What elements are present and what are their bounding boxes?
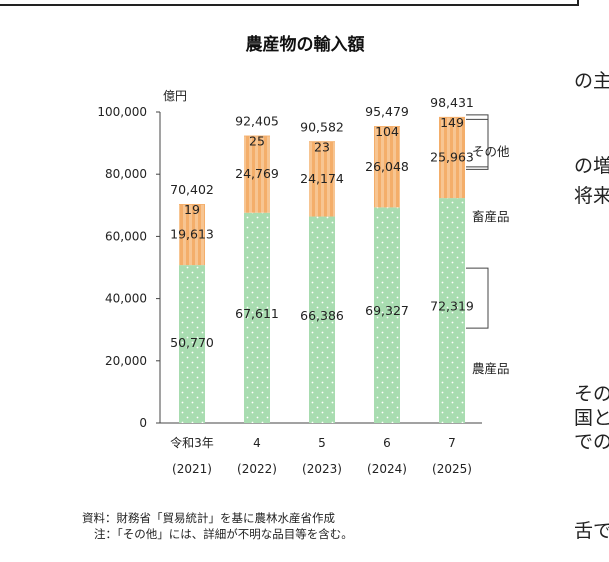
bar-other (309, 141, 335, 143)
legend-leader-agri (466, 267, 489, 329)
value-label-other: 25 (249, 134, 265, 149)
x-tick-label: 4 (253, 436, 261, 450)
value-label-total: 70,402 (170, 182, 214, 197)
value-label-other: 23 (314, 139, 330, 154)
y-tick-label: 40,000 (105, 292, 147, 306)
chart-title: 農産物の輸入額 (245, 35, 365, 55)
bar-livestock (439, 117, 465, 199)
x-year-label: (2024) (367, 462, 407, 476)
y-tick-label: 20,000 (105, 354, 147, 368)
value-label-other: 104 (375, 124, 399, 139)
x-tick-label: 6 (383, 436, 391, 450)
value-label-agri: 69,327 (365, 303, 409, 318)
y-tick-label: 0 (139, 416, 147, 430)
bar-livestock (374, 126, 400, 208)
bar-livestock (244, 135, 270, 213)
margin-text-6: での (574, 431, 609, 453)
value-label-livestock: 19,613 (170, 227, 214, 242)
y-tick-label: 100,000 (97, 105, 147, 119)
source-note: 資料：財務省「貿易統計」を基に農林水産省作成 (82, 511, 335, 525)
footnote: 注：「その他」には、詳細が不明な品目等を含む。 (94, 527, 353, 541)
bar-agri (309, 216, 335, 423)
legend-label-other: その他 (472, 144, 510, 159)
margin-text-2: の増 (574, 155, 609, 177)
x-year-label: (2022) (237, 462, 277, 476)
x-year-label: (2023) (302, 462, 342, 476)
value-label-total: 98,431 (430, 95, 474, 110)
bar-livestock (309, 141, 335, 217)
value-label-total: 90,582 (300, 119, 344, 134)
margin-text-3: 将来 (574, 185, 609, 207)
bar-other (179, 204, 205, 205)
value-label-other: 19 (184, 202, 200, 217)
value-label-agri: 72,319 (430, 299, 474, 314)
x-tick-label: 7 (448, 436, 456, 450)
bar-other (439, 116, 465, 118)
value-label-agri: 66,386 (300, 308, 344, 323)
value-label-livestock: 26,048 (365, 159, 409, 174)
x-tick-label: 5 (318, 436, 326, 450)
bar-other (244, 135, 270, 137)
value-label-total: 95,479 (365, 104, 409, 119)
value-label-other: 149 (440, 115, 464, 130)
y-unit-label: 億円 (163, 89, 187, 103)
legend-leader-livestock (466, 118, 489, 170)
value-label-total: 92,405 (235, 114, 279, 129)
y-tick-label: 80,000 (105, 167, 147, 181)
margin-text-4: その (574, 383, 609, 405)
margin-text-5: 国と (574, 407, 609, 429)
margin-text-1: の主 (574, 70, 609, 92)
bar-agri (179, 265, 205, 423)
legend-label-agri: 農産品 (472, 361, 510, 376)
bar-agri (374, 207, 400, 423)
x-year-label: (2021) (172, 462, 212, 476)
value-label-agri: 50,770 (170, 335, 214, 350)
bar-other (374, 126, 400, 127)
x-year-label: (2025) (432, 462, 472, 476)
margin-text-7: 舌で (574, 520, 609, 542)
value-label-livestock: 24,769 (235, 166, 279, 181)
legend-label-livestock: 畜産品 (472, 209, 510, 224)
bar-agri (439, 198, 465, 423)
x-tick-label: 令和3年 (170, 435, 214, 450)
bar-livestock (179, 204, 205, 266)
y-tick-label: 60,000 (105, 229, 147, 243)
value-label-livestock: 24,174 (300, 171, 344, 186)
top-frame-border (0, 0, 579, 6)
value-label-livestock: 25,963 (430, 150, 474, 165)
value-label-agri: 67,611 (235, 306, 279, 321)
bar-agri (244, 212, 270, 423)
